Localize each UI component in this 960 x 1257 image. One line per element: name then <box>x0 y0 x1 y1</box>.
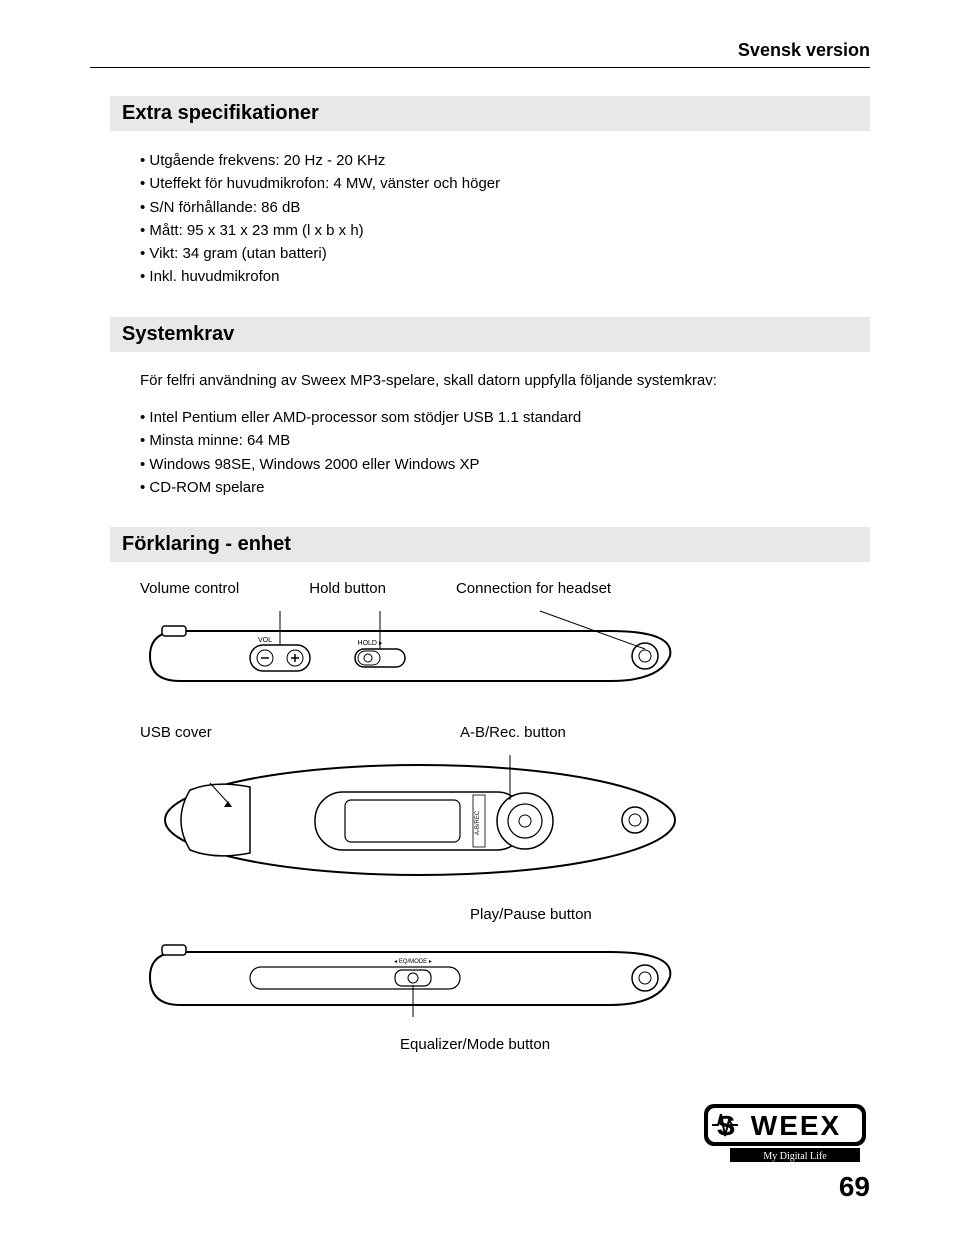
list-item: Uteffekt för huvudmikrofon: 4 MW, vänste… <box>140 172 870 195</box>
svg-text:A-B/REC: A-B/REC <box>475 810 481 835</box>
device-diagram-top: VOL HOLD ▸ <box>110 601 870 706</box>
systemkrav-list: Intel Pentium eller AMD-processor som st… <box>110 406 870 499</box>
extra-spec-list: Utgående frekvens: 20 Hz - 20 KHz Uteffe… <box>110 149 870 289</box>
label-connection-headset: Connection for headset <box>456 580 611 597</box>
list-item: Minsta minne: 64 MB <box>140 429 870 452</box>
svg-text:WEEX: WEEX <box>751 1110 841 1141</box>
section-title-forklaring: Förklaring - enhet <box>110 527 870 562</box>
device-diagram-bottom: ◂ EQ/MODE ▸ <box>110 927 870 1032</box>
brand-tagline: My Digital Life <box>763 1151 827 1162</box>
label-play-pause: Play/Pause button <box>110 906 870 923</box>
label-eq-mode: Equalizer/Mode button <box>110 1036 870 1053</box>
list-item: Vikt: 34 gram (utan batteri) <box>140 242 870 265</box>
brand-logo-block: WEEX S My Digital Life 69 <box>700 1100 870 1203</box>
device-diagram-face: A-B/REC <box>110 745 870 890</box>
systemkrav-intro: För felfri användning av Sweex MP3-spela… <box>110 370 870 393</box>
svg-text:◂ EQ/MODE ▸: ◂ EQ/MODE ▸ <box>394 959 432 965</box>
diagram-labels-row2: USB cover A-B/Rec. button <box>110 724 870 741</box>
label-volume-control: Volume control <box>140 580 239 597</box>
list-item: Windows 98SE, Windows 2000 eller Windows… <box>140 453 870 476</box>
label-hold-button: Hold button <box>309 580 386 597</box>
section-title-extra: Extra specifikationer <box>110 96 870 131</box>
diagram-labels-row1: Volume control Hold button Connection fo… <box>110 580 870 597</box>
label-ab-rec: A-B/Rec. button <box>460 724 566 741</box>
label-usb-cover: USB cover <box>140 724 460 741</box>
page: Svensk version Extra specifikationer Utg… <box>0 0 960 1233</box>
sweex-logo-icon: WEEX S My Digital Life <box>700 1100 870 1162</box>
list-item: Utgående frekvens: 20 Hz - 20 KHz <box>140 149 870 172</box>
list-item: Intel Pentium eller AMD-processor som st… <box>140 406 870 429</box>
svg-text:HOLD ▸: HOLD ▸ <box>358 640 383 647</box>
list-item: Inkl. huvudmikrofon <box>140 265 870 288</box>
version-label: Svensk version <box>110 40 870 61</box>
list-item: CD-ROM spelare <box>140 476 870 499</box>
list-item: S/N förhållande: 86 dB <box>140 196 870 219</box>
page-footer: WEEX S My Digital Life 69 <box>110 1093 870 1203</box>
header-divider <box>90 67 870 68</box>
section-title-systemkrav: Systemkrav <box>110 317 870 352</box>
list-item: Mått: 95 x 31 x 23 mm (l x b x h) <box>140 219 870 242</box>
svg-text:VOL: VOL <box>258 637 272 644</box>
page-number: 69 <box>700 1171 870 1203</box>
